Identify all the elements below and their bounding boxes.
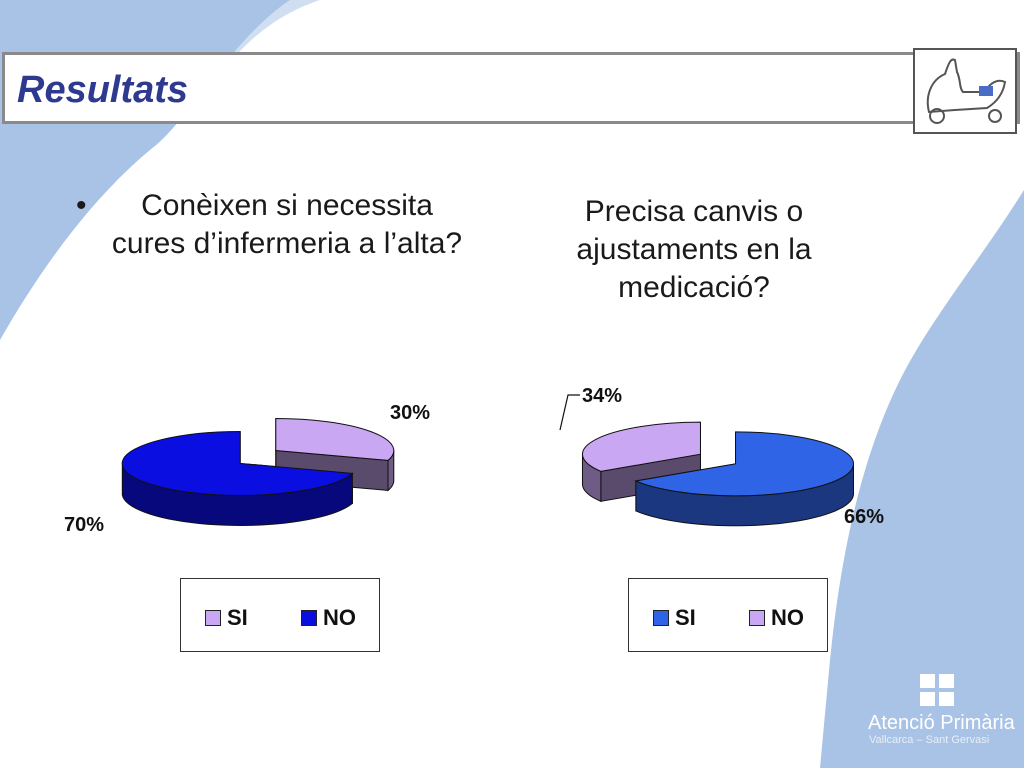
pie2-label-no: 34% bbox=[582, 385, 623, 407]
cross-logo-icon bbox=[920, 674, 954, 706]
legend-swatch-no bbox=[301, 610, 317, 626]
question-1-text: Conèixen si necessita cures d’infermeria… bbox=[111, 189, 463, 260]
legend-label: SI bbox=[675, 605, 696, 630]
bullet-point: • bbox=[76, 189, 87, 222]
legend-label: NO bbox=[323, 605, 356, 630]
title-bar: Resultats bbox=[2, 52, 1020, 124]
legend-swatch-si bbox=[653, 610, 669, 626]
legend-item-no: NO bbox=[301, 605, 356, 631]
brand-name: Atenció Primària bbox=[868, 712, 1015, 734]
legend-swatch-no bbox=[749, 610, 765, 626]
chart-2-legend: SI NO bbox=[628, 578, 828, 652]
pie-chart-2 bbox=[581, 421, 855, 527]
pie-slice-si bbox=[634, 431, 855, 497]
scooter-logo bbox=[913, 48, 1017, 134]
brand-subtitle: Vallcarca – Sant Gervasi bbox=[869, 734, 990, 746]
atencio-primaria-brand: Atenció Primària Vallcarca – Sant Gervas… bbox=[860, 668, 1020, 764]
legend-item-si: SI bbox=[205, 605, 248, 631]
pie2-label-si: 66% bbox=[844, 506, 885, 528]
legend-swatch-si bbox=[205, 610, 221, 626]
chart-1-legend: SI NO bbox=[180, 578, 380, 652]
legend-label: NO bbox=[771, 605, 804, 630]
legend-item-no: NO bbox=[749, 605, 804, 631]
label-leader-line bbox=[559, 394, 580, 431]
pie1-label-no: 70% bbox=[64, 514, 105, 536]
page-title: Resultats bbox=[17, 69, 189, 111]
pie-chart-1 bbox=[121, 418, 395, 526]
pie1-label-si: 30% bbox=[390, 402, 431, 424]
question-2-text: Precisa canvis o ajustaments en la medic… bbox=[576, 195, 812, 304]
legend-label: SI bbox=[227, 605, 248, 630]
pie-slice-si bbox=[275, 418, 395, 461]
pie-slice-no bbox=[582, 421, 701, 472]
legend-item-si: SI bbox=[653, 605, 696, 631]
pie-slice-no bbox=[121, 430, 354, 496]
scooter-icon bbox=[926, 58, 1007, 124]
question-1: • Conèixen si necessita cures d’infermer… bbox=[70, 187, 470, 263]
